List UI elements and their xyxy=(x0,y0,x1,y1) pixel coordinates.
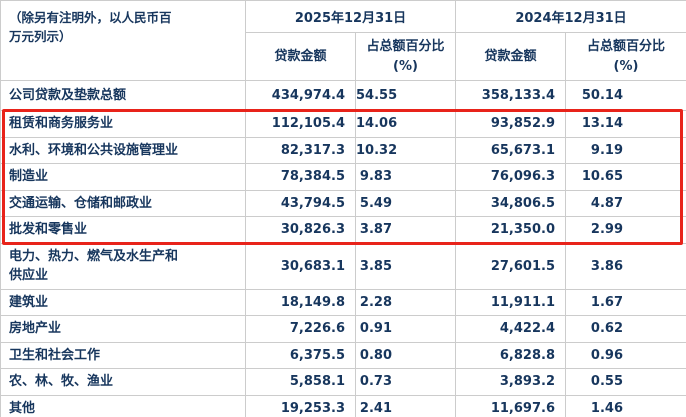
table-row: 制造业 78,384.5 9.83 76,096.3 10.65 xyxy=(0,163,686,191)
loan-amount-2024: 11,697.6 xyxy=(455,394,566,417)
table-row: 其他 19,253.3 2.41 11,697.6 1.46 xyxy=(0,394,686,417)
col-header-label: 贷款金额 xyxy=(274,48,327,64)
table-row: 租赁和商务服务业 112,105.4 14.06 93,852.9 13.14 xyxy=(0,110,686,138)
table-row: 公司贷款及垫款总额 434,974.4 54.55 358,133.4 50.1… xyxy=(0,80,686,111)
percent-of-total-2024: 4.87 xyxy=(565,189,686,217)
percent-of-total-2025: 54.55 xyxy=(355,80,456,111)
loan-amount-2024: 6,828.8 xyxy=(455,341,566,369)
col-header-label: 占总额百分比 xyxy=(586,39,665,54)
row-label: 水利、环境和公共设施管理业 xyxy=(0,136,246,164)
row-label: 电力、热力、燃气及水生产和 供应业 xyxy=(0,242,246,290)
loan-amount-2024: 76,096.3 xyxy=(455,163,566,191)
percent-of-total-2025: 14.06 xyxy=(355,110,456,138)
loan-amount-2025: 18,149.8 xyxy=(245,288,356,316)
percent-of-total-2024: 1.67 xyxy=(565,288,686,316)
percent-of-total-2024: 10.65 xyxy=(565,163,686,191)
percent-of-total-2024: 2.99 xyxy=(565,216,686,244)
loan-amount-2025: 30,683.1 xyxy=(245,242,356,290)
loan-amount-2024: 4,422.4 xyxy=(455,315,566,343)
percent-of-total-2024: 0.96 xyxy=(565,341,686,369)
percent-of-total-2025: 5.49 xyxy=(355,189,456,217)
loan-amount-2025: 43,794.5 xyxy=(245,189,356,217)
loan-amount-2025: 5,858.1 xyxy=(245,368,356,396)
col-header-label: 占总额百分比 xyxy=(366,39,445,54)
group-header-row: （除另有注明外，以人民币百 万元列示） 2025年12月31日 2024年12月… xyxy=(0,0,686,81)
percent-of-total-2024: 50.14 xyxy=(565,80,686,111)
table-row: 卫生和社会工作 6,375.5 0.80 6,828.8 0.96 xyxy=(0,341,686,369)
col-header-percent-2024: 占总额百分比 (%) xyxy=(565,32,686,81)
row-label: 房地产业 xyxy=(0,315,246,343)
percent-of-total-2024: 1.46 xyxy=(565,394,686,417)
loan-amount-2024: 93,852.9 xyxy=(455,110,566,138)
loan-amount-2024: 34,806.5 xyxy=(455,189,566,217)
row-label: 其他 xyxy=(0,394,246,417)
percent-of-total-2024: 9.19 xyxy=(565,136,686,164)
table-row: 建筑业 18,149.8 2.28 11,911.1 1.67 xyxy=(0,288,686,316)
col-header-loan-amount-2024: 贷款金额 xyxy=(455,32,566,81)
loan-amount-2024: 65,673.1 xyxy=(455,136,566,164)
percent-of-total-2025: 2.41 xyxy=(355,394,456,417)
percent-of-total-2024: 3.86 xyxy=(565,242,686,290)
loan-amount-2024: 358,133.4 xyxy=(455,80,566,111)
col-group-2025: 2025年12月31日 xyxy=(245,0,456,33)
col-header-unit: (%) xyxy=(613,58,639,74)
row-label: 制造业 xyxy=(0,163,246,191)
col-header-unit: (%) xyxy=(393,58,418,74)
loan-amount-2025: 19,253.3 xyxy=(245,394,356,417)
table-row: 交通运输、仓储和邮政业 43,794.5 5.49 34,806.5 4.87 xyxy=(0,189,686,217)
percent-of-total-2025: 0.73 xyxy=(355,368,456,396)
row-label: 交通运输、仓储和邮政业 xyxy=(0,189,246,217)
percent-of-total-2024: 0.62 xyxy=(565,315,686,343)
loan-amount-2024: 21,350.0 xyxy=(455,216,566,244)
col-header-percent-2025: 占总额百分比 (%) xyxy=(355,32,456,81)
units-note: （除另有注明外，以人民币百 万元列示） xyxy=(0,0,246,81)
row-label: 农、林、牧、渔业 xyxy=(0,368,246,396)
col-header-loan-amount-2025: 贷款金额 xyxy=(245,32,356,81)
col-header-label: 贷款金额 xyxy=(484,48,537,64)
table-header: （除另有注明外，以人民币百 万元列示） 2025年12月31日 2024年12月… xyxy=(0,0,686,81)
percent-of-total-2025: 10.32 xyxy=(355,136,456,164)
table-row: 农、林、牧、渔业 5,858.1 0.73 3,893.2 0.55 xyxy=(0,368,686,396)
col-group-2024: 2024年12月31日 xyxy=(455,0,686,33)
percent-of-total-2025: 9.83 xyxy=(355,163,456,191)
loan-amount-2025: 30,826.3 xyxy=(245,216,356,244)
loan-amount-2025: 82,317.3 xyxy=(245,136,356,164)
loan-amount-2025: 434,974.4 xyxy=(245,80,356,111)
table-row: 批发和零售业 30,826.3 3.87 21,350.0 2.99 xyxy=(0,216,686,244)
table-row: 电力、热力、燃气及水生产和 供应业 30,683.1 3.85 27,601.5… xyxy=(0,242,686,290)
loan-amount-2025: 6,375.5 xyxy=(245,341,356,369)
row-label: 卫生和社会工作 xyxy=(0,341,246,369)
loan-amount-2025: 78,384.5 xyxy=(245,163,356,191)
percent-of-total-2025: 2.28 xyxy=(355,288,456,316)
percent-of-total-2025: 0.91 xyxy=(355,315,456,343)
row-label: 公司贷款及垫款总额 xyxy=(0,80,246,111)
percent-of-total-2025: 0.80 xyxy=(355,341,456,369)
percent-of-total-2025: 3.85 xyxy=(355,242,456,290)
loan-amount-2025: 7,226.6 xyxy=(245,315,356,343)
loan-amount-2024: 27,601.5 xyxy=(455,242,566,290)
row-label: 建筑业 xyxy=(0,288,246,316)
sub-header-row: 贷款金额 占总额百分比 (%) 贷款金额 占总额百分比 (%) xyxy=(1,32,686,81)
table-row: 房地产业 7,226.6 0.91 4,422.4 0.62 xyxy=(0,315,686,343)
loan-amount-2024: 3,893.2 xyxy=(455,368,566,396)
percent-of-total-2025: 3.87 xyxy=(355,216,456,244)
percent-of-total-2024: 0.55 xyxy=(565,368,686,396)
table-row: 水利、环境和公共设施管理业 82,317.3 10.32 65,673.1 9.… xyxy=(0,136,686,164)
row-label: 租赁和商务服务业 xyxy=(0,110,246,138)
row-label: 批发和零售业 xyxy=(0,216,246,244)
table-body: 公司贷款及垫款总额 434,974.4 54.55 358,133.4 50.1… xyxy=(0,80,686,417)
percent-of-total-2024: 13.14 xyxy=(565,110,686,138)
loan-amount-2024: 11,911.1 xyxy=(455,288,566,316)
loan-amount-2025: 112,105.4 xyxy=(245,110,356,138)
